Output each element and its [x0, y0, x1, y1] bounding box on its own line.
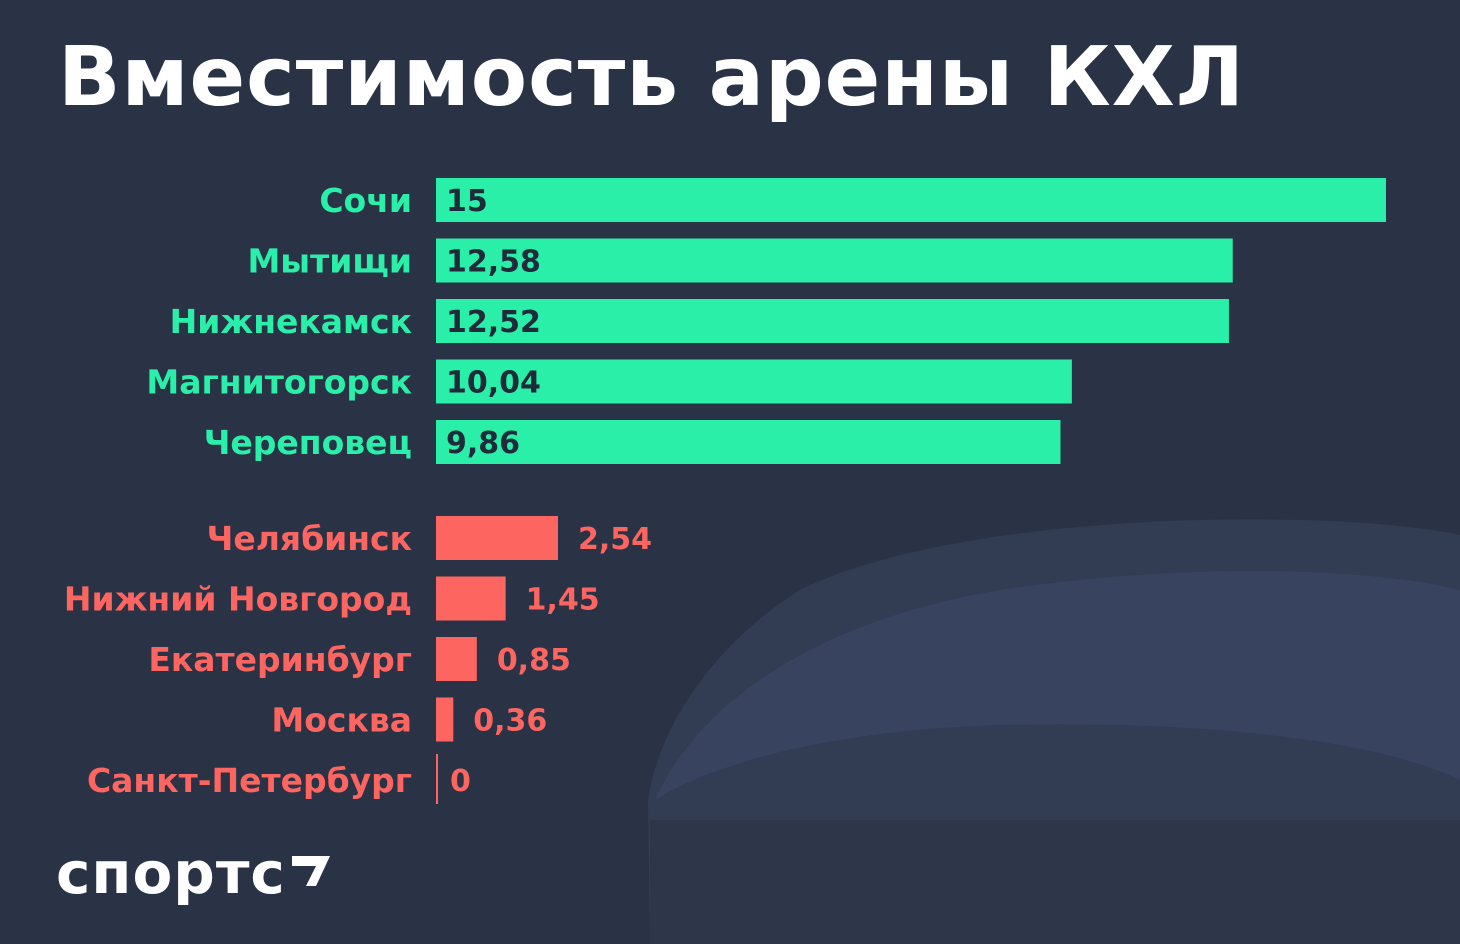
- data-label: 1,45: [526, 583, 600, 618]
- bar: [436, 637, 477, 681]
- bar: [436, 516, 558, 560]
- data-label: 0,36: [473, 704, 547, 739]
- bar: [436, 576, 506, 621]
- bar: [436, 238, 1233, 283]
- category-label: Екатеринбург: [148, 640, 412, 679]
- category-label: Челябинск: [207, 519, 412, 558]
- logo-mark-icon: [291, 856, 330, 886]
- data-label: 12,52: [446, 305, 541, 340]
- category-label: Санкт-Петербург: [87, 761, 412, 800]
- category-label: Мытищи: [247, 242, 412, 281]
- bar: [436, 420, 1061, 464]
- logo-text: спортс: [56, 839, 286, 907]
- page-title: Вместимость арены КХЛ: [58, 30, 1245, 125]
- data-label: 10,04: [446, 366, 541, 401]
- category-label: Череповец: [204, 423, 412, 462]
- data-label: 0,85: [497, 643, 571, 678]
- category-label: Нижнекамск: [170, 302, 412, 341]
- data-label: 2,54: [578, 522, 652, 557]
- bar: [436, 754, 438, 804]
- data-label: 15: [446, 184, 488, 219]
- bar: [436, 359, 1072, 404]
- data-label: 9,86: [446, 426, 520, 461]
- category-label: Магнитогорск: [146, 363, 412, 402]
- data-label: 0: [450, 764, 471, 799]
- data-label: 12,58: [446, 245, 541, 280]
- category-label: Нижний Новгород: [64, 580, 412, 619]
- category-label: Москва: [271, 701, 412, 740]
- category-label: Сочи: [319, 181, 412, 220]
- bar: [436, 299, 1229, 343]
- brand-logo: спортс: [56, 838, 334, 908]
- bar: [436, 178, 1386, 222]
- bar: [436, 697, 454, 742]
